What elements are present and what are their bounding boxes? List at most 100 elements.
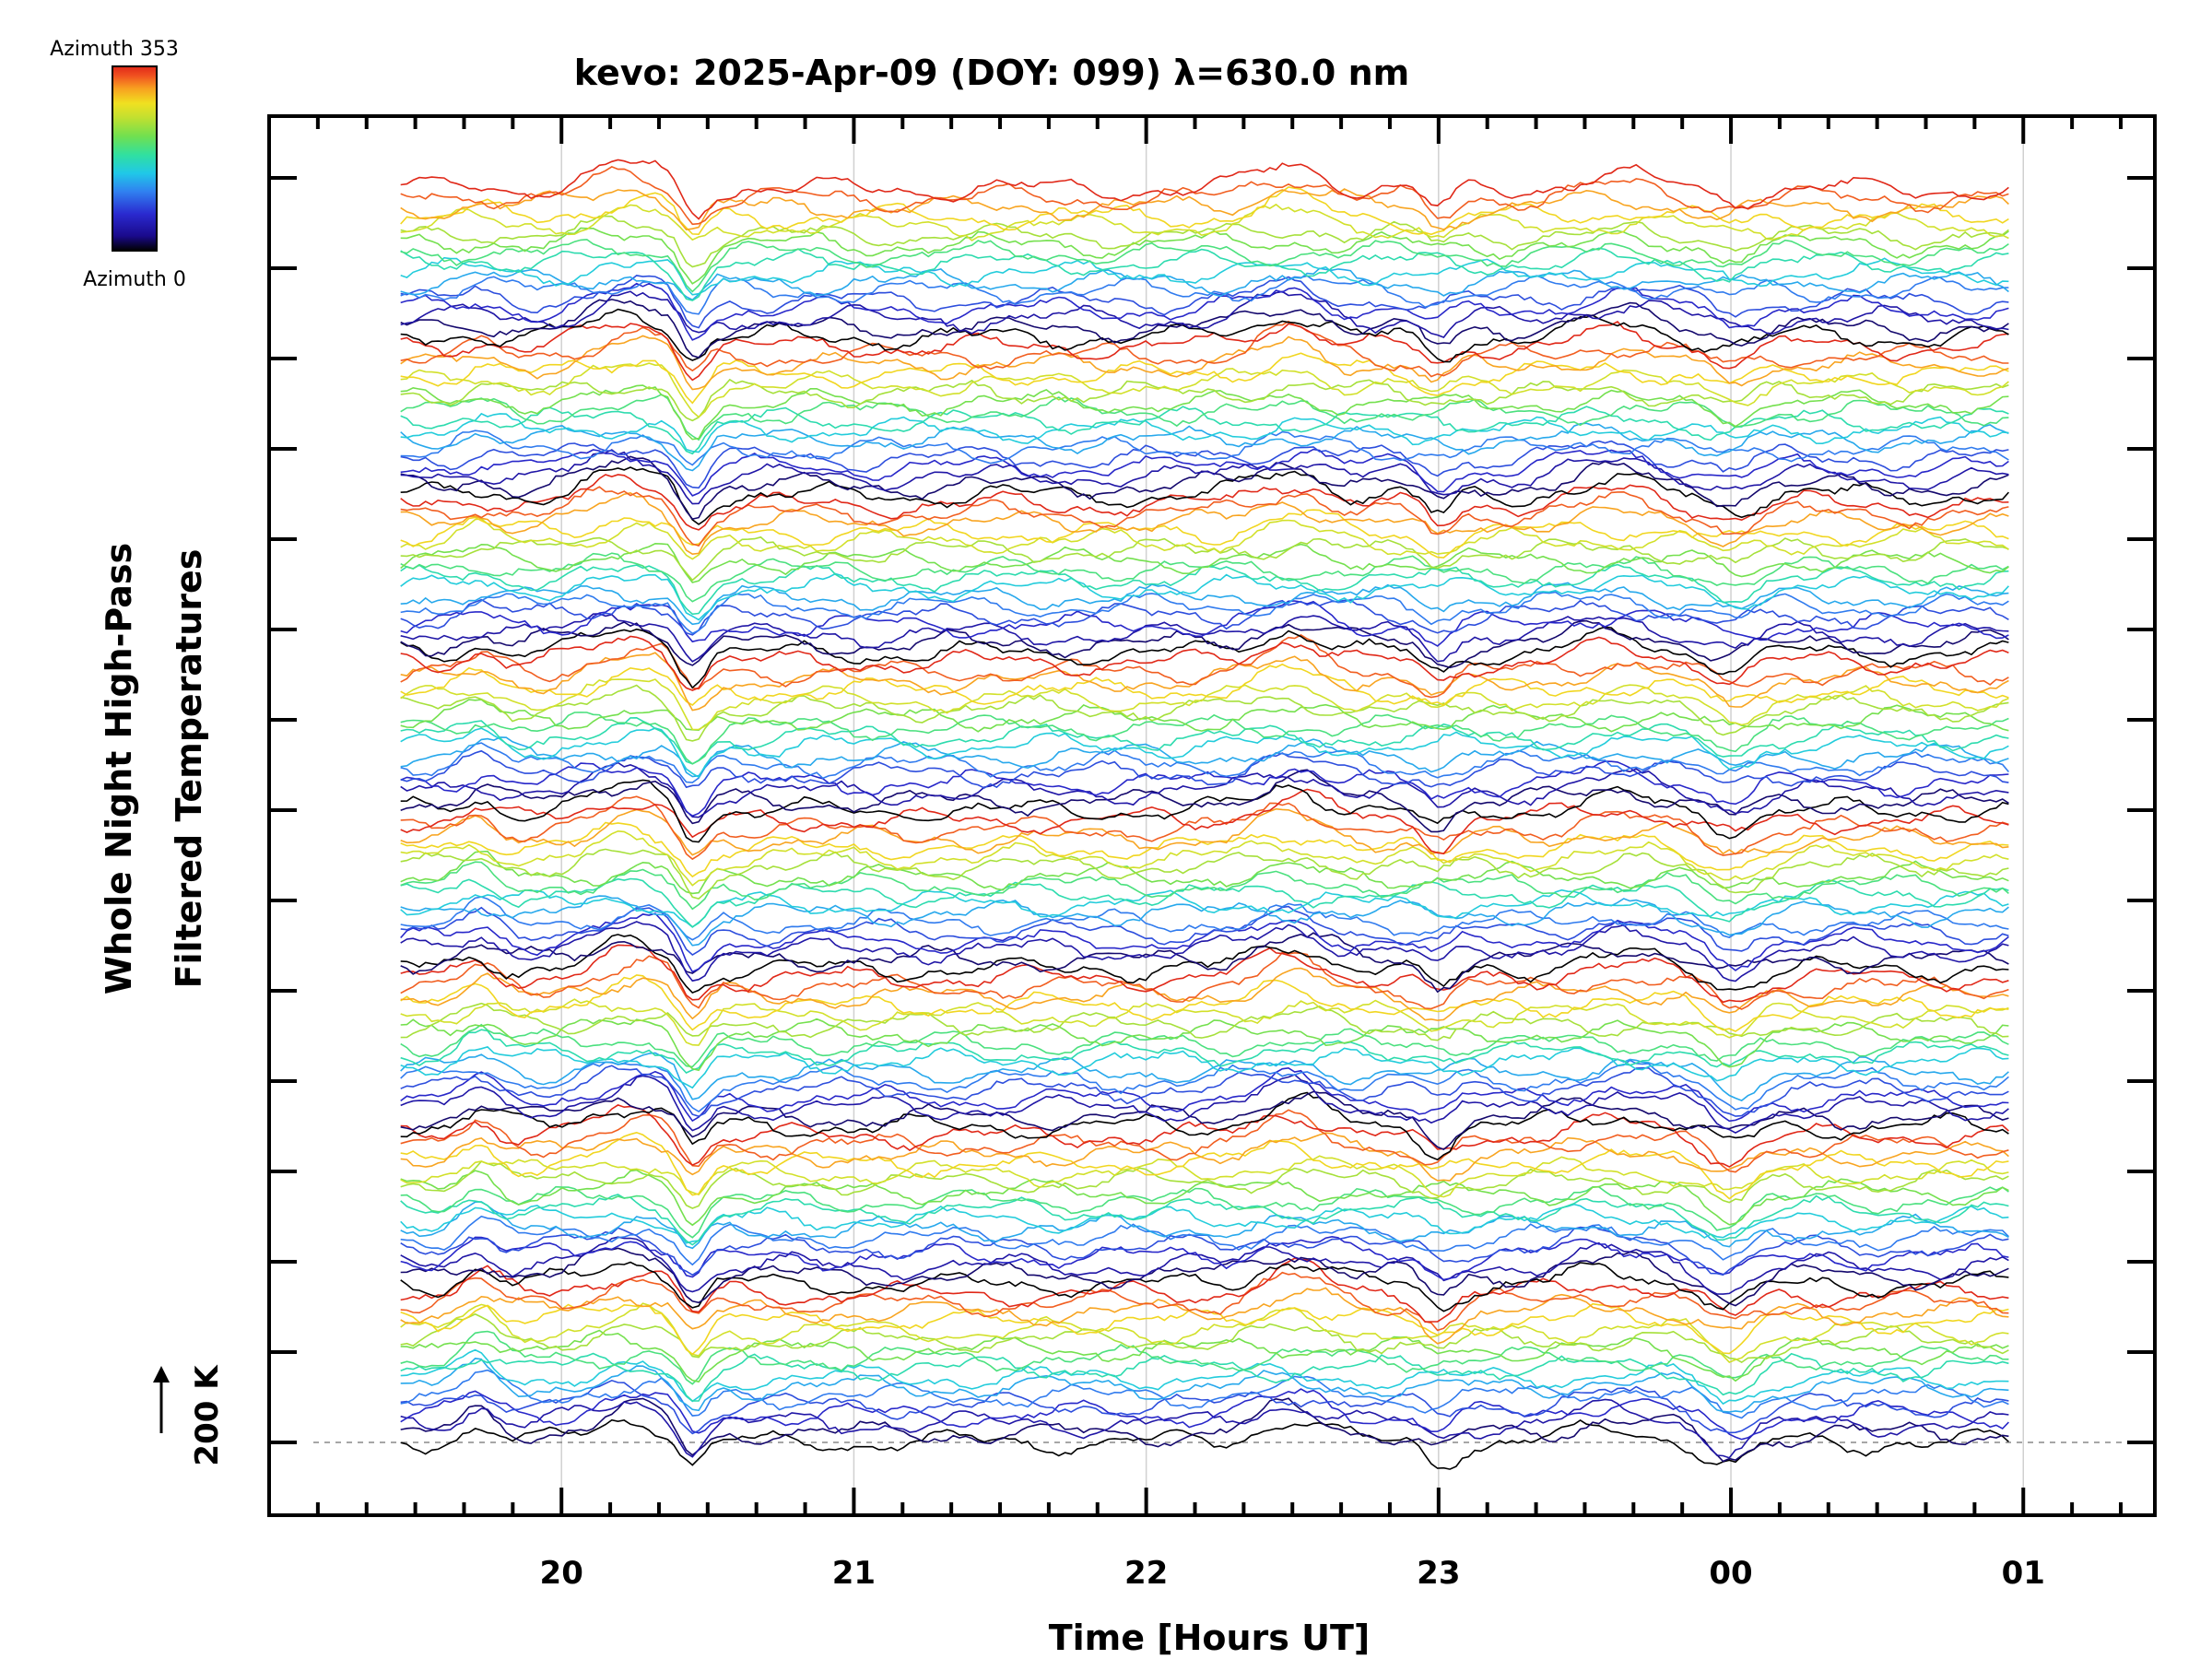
plot-area [267,114,2157,1517]
scale-indicator: 200 K [153,1364,226,1466]
y-axis-label-line2: Filtered Temperatures [169,549,209,989]
y-axis-label-line1: Whole Night High-Pass [99,543,139,994]
series-line-109 [400,412,2009,453]
scale-label: 200 K [189,1364,226,1466]
series-line-62 [400,848,2009,900]
series-line-130 [400,215,2009,268]
x-tick-label-20: 20 [540,1555,583,1592]
plot-frame [267,114,2157,1517]
series-line-19 [400,1236,2009,1295]
series-line-85 [400,626,2009,689]
series-line-58 [400,888,2009,928]
series-line-63 [400,830,2009,887]
series-line-112 [400,384,2009,441]
series-line-81 [400,663,2009,706]
series-line-79 [400,684,2009,742]
series-line-89 [400,598,2009,636]
series-line-101 [400,474,2009,531]
series-line-2 [400,1398,2009,1459]
series-line-107 [400,429,2009,466]
series-line-64 [400,821,2009,878]
series-line-129 [400,227,2009,285]
series-line-132 [400,186,2009,236]
series-line-66 [400,795,2009,861]
series-group [400,159,2010,1470]
series-line-46 [400,998,2009,1046]
chart-title: kevo: 2025-Apr-09 (DOY: 099) λ=630.0 nm [574,53,1409,93]
series-line-5 [400,1369,2009,1419]
series-line-1 [400,1397,2009,1463]
series-line-70 [400,761,2009,818]
series-line-9 [400,1330,2009,1385]
series-line-22 [400,1215,2009,1266]
x-tick-label-23: 23 [1417,1555,1460,1592]
series-line-122 [400,282,2009,341]
series-line-44 [400,1018,2009,1072]
series-line-49 [400,951,2009,1010]
series-line-45 [400,1002,2009,1041]
series-line-17 [400,1261,2009,1312]
series-line-33 [400,1104,2009,1168]
series-line-125 [400,267,2009,301]
series-line-114 [400,362,2009,418]
series-line-25 [400,1194,2009,1246]
series-line-61 [400,850,2009,895]
series-line-59 [400,877,2009,928]
series-line-88 [400,600,2009,647]
colorbar [112,65,158,252]
series-line-21 [400,1224,2009,1277]
series-line-8 [400,1352,2009,1402]
series-line-106 [400,440,2009,489]
series-line-67 [400,788,2009,855]
series-line-54 [400,912,2009,973]
series-line-28 [400,1160,2009,1209]
series-line-135 [400,159,2009,220]
series-line-60 [400,861,2009,911]
series-line-76 [400,716,2009,765]
series-line-126 [400,256,2009,296]
x-tick-label-22: 22 [1124,1555,1168,1592]
series-line-83 [400,633,2009,699]
x-tick-label-00: 00 [1709,1555,1752,1592]
series-line-13 [400,1302,2009,1356]
series-line-26 [400,1185,2009,1239]
series-line-16 [400,1257,2009,1324]
series-line-95 [400,542,2009,583]
series-line-4 [400,1379,2009,1435]
series-line-27 [400,1169,2009,1227]
series-line-11 [400,1312,2009,1364]
series-line-92 [400,572,2009,621]
series-line-15 [400,1271,2009,1332]
series-line-69 [400,769,2009,833]
series-line-100 [400,486,2009,547]
colorbar-top-label: Azimuth 353 [50,38,179,61]
x-tick-labels: 20 21 22 23 00 01 [540,1555,2045,1592]
series-line-99 [400,491,2009,556]
series-line-6 [400,1358,2009,1413]
series-line-91 [400,582,2009,626]
series-line-128 [400,239,2009,293]
series-line-98 [400,509,2009,559]
series-line-7 [400,1348,2009,1406]
series-line-108 [400,422,2009,472]
axis-ticks [267,116,2155,1515]
series-line-39 [400,1059,2009,1112]
series-line-127 [400,247,2009,301]
series-line-20 [400,1235,2009,1281]
series-line-119 [400,308,2009,363]
series-line-90 [400,591,2009,635]
series-line-68 [400,779,2009,843]
x-axis-label: Time [Hours UT] [1049,1618,1371,1658]
series-line-113 [400,378,2009,422]
series-line-97 [400,518,2009,560]
series-line-47 [400,974,2009,1032]
series-line-77 [400,712,2009,765]
series-line-43 [400,1023,2009,1068]
series-line-96 [400,535,2009,582]
series-line-74 [400,736,2009,778]
series-line-48 [400,967,2009,1021]
series-line-40 [400,1052,2009,1102]
series-line-24 [400,1203,2009,1244]
series-line-55 [400,905,2009,956]
